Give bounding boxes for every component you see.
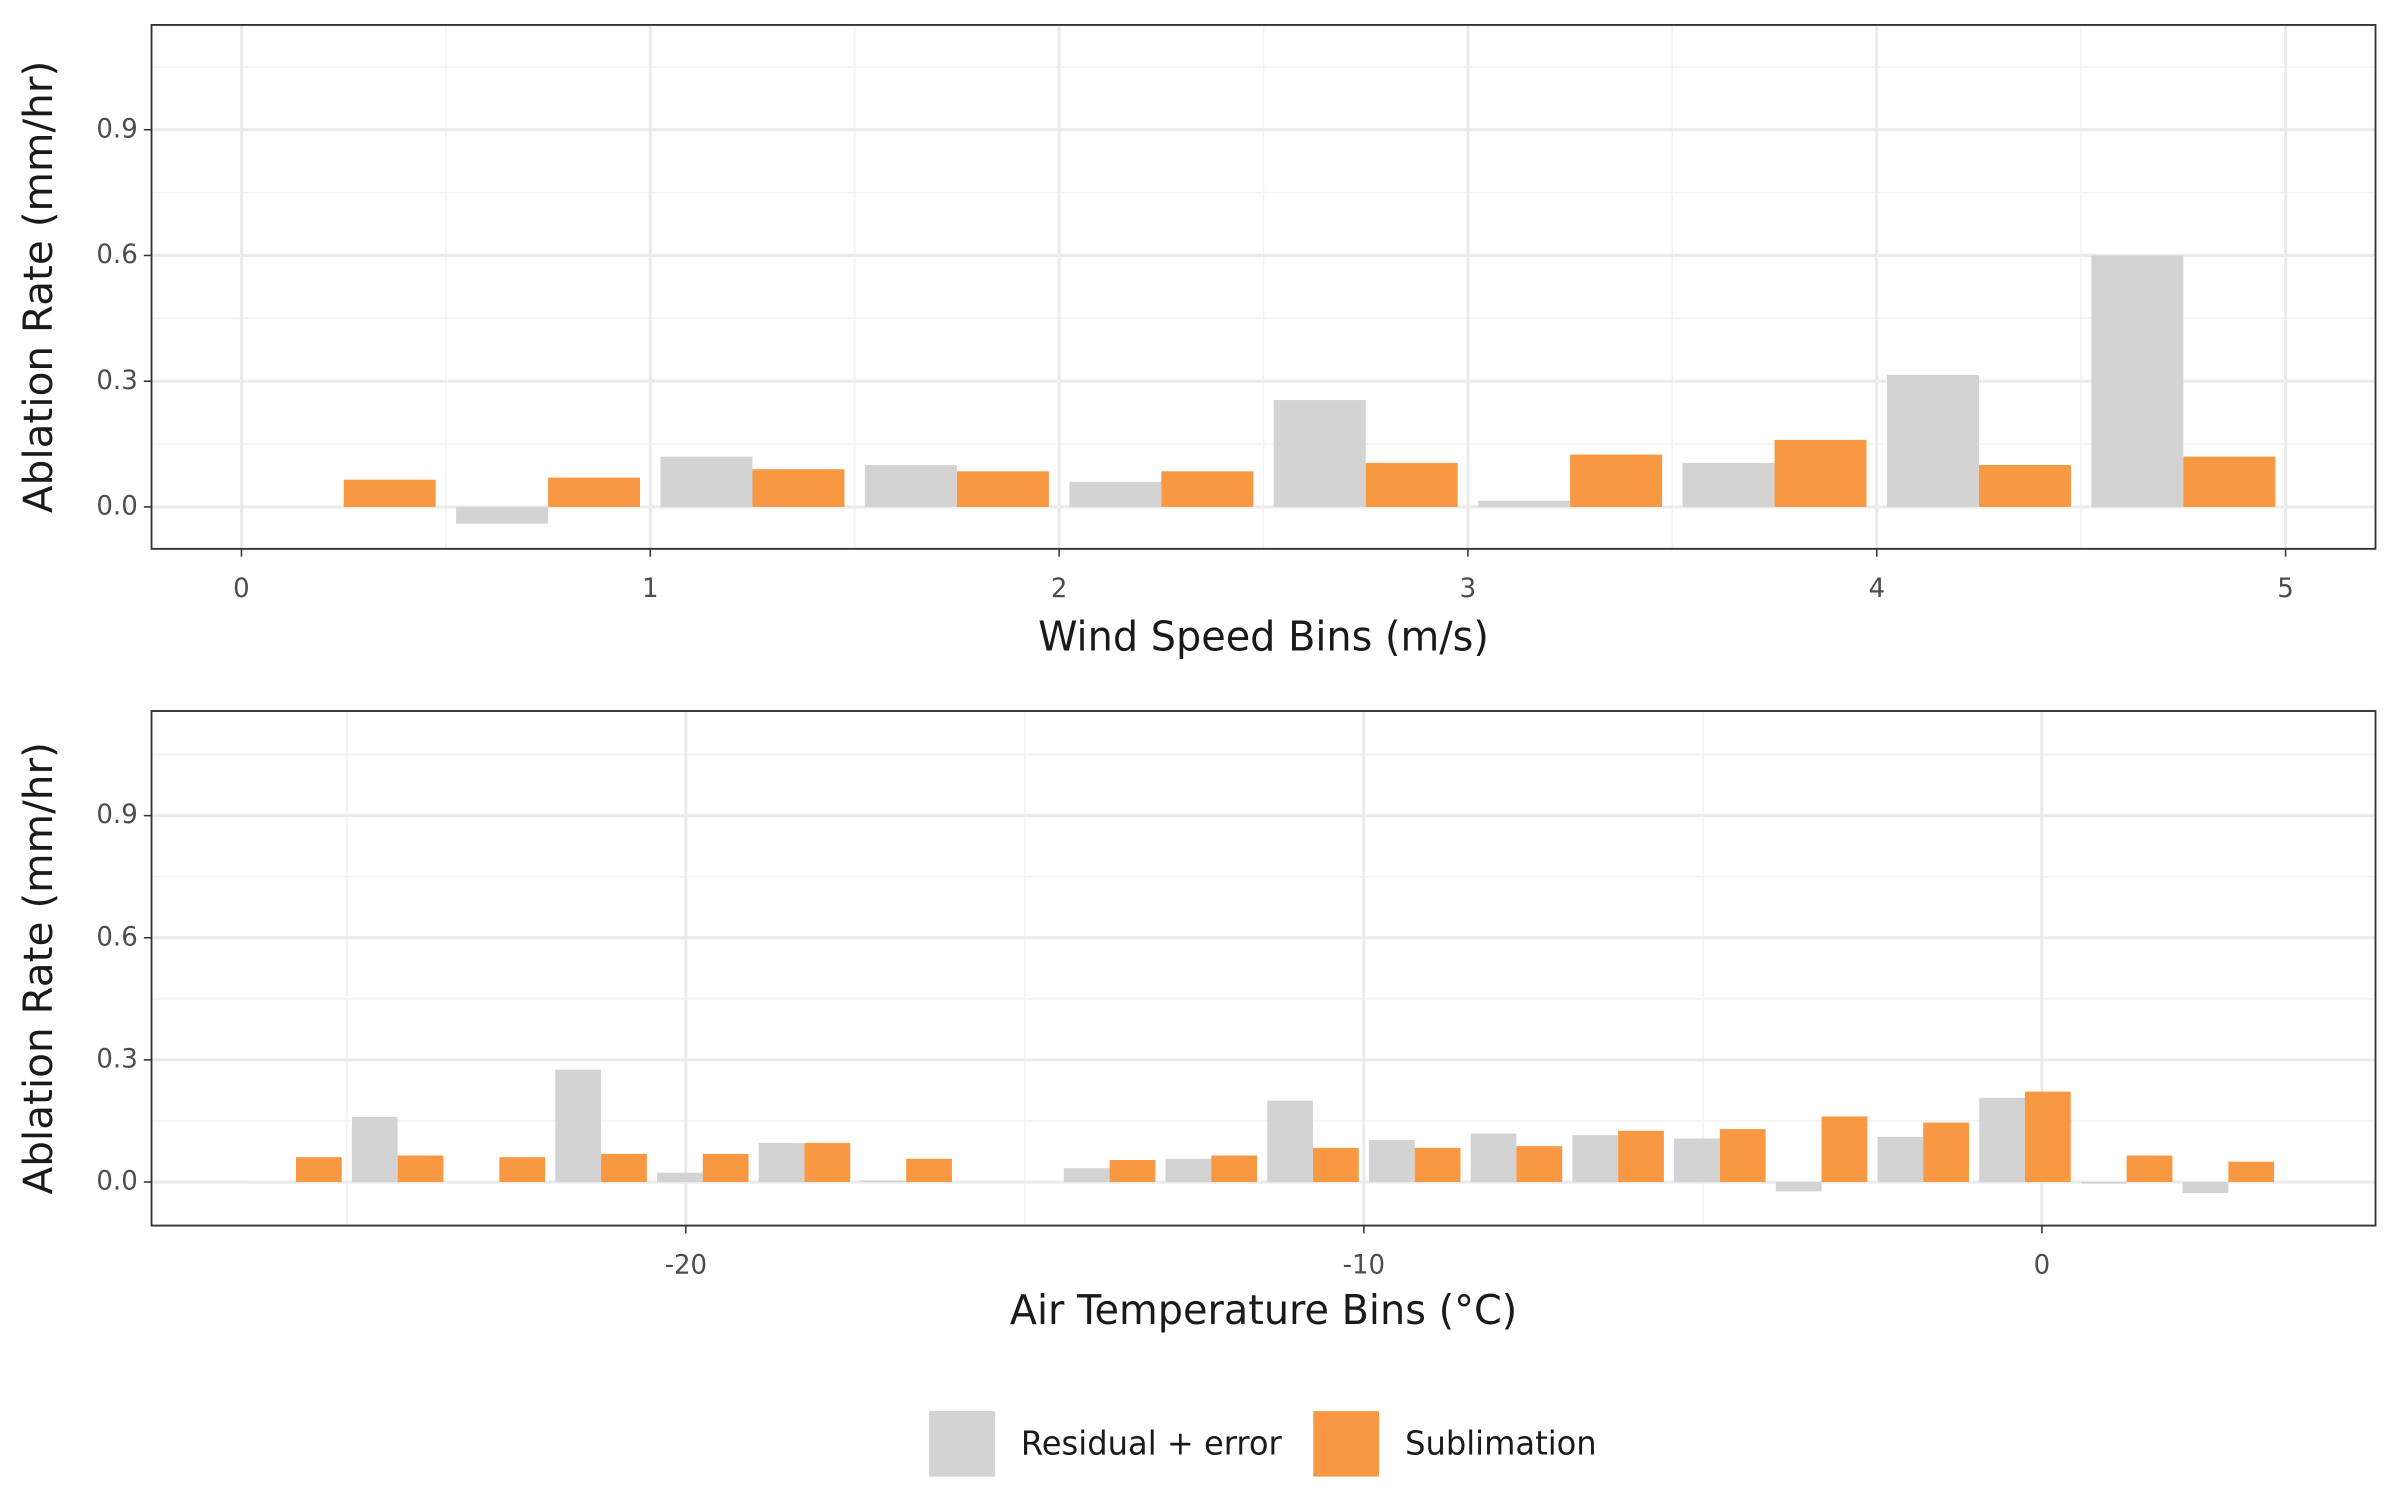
bar	[1775, 1182, 1822, 1192]
bar	[1165, 1158, 1212, 1183]
bar	[601, 1153, 647, 1183]
bar	[499, 1157, 546, 1183]
x-tick-label: 0	[233, 574, 250, 604]
bar	[1313, 1147, 1359, 1183]
bar	[660, 456, 753, 507]
y-tick-label: 0.3	[96, 1044, 137, 1074]
bar	[804, 1142, 851, 1183]
bar	[752, 469, 845, 507]
bar	[1682, 462, 1775, 507]
legend: Residual + error Sublimation	[929, 1411, 1597, 1477]
bar	[343, 479, 436, 507]
legend-label: Residual + error	[1021, 1424, 1283, 1462]
y-tick-label: 0.6	[96, 240, 137, 270]
x-axis-title: Wind Speed Bins (m/s)	[1038, 614, 1489, 660]
bar	[702, 1153, 749, 1183]
bar	[956, 471, 1049, 507]
bar	[1470, 1133, 1517, 1183]
bar	[1774, 439, 1867, 507]
legend-swatch	[929, 1411, 995, 1477]
bar	[1063, 1168, 1110, 1183]
bar	[1414, 1147, 1461, 1183]
bar	[2183, 456, 2276, 507]
bar	[1719, 1129, 1766, 1183]
y-tick-label: 0.9	[96, 114, 137, 144]
bar	[1979, 1097, 2025, 1183]
y-tick-label: 0.0	[96, 491, 137, 521]
bar	[1365, 462, 1458, 507]
bar	[1069, 481, 1162, 507]
panel-border	[150, 710, 2377, 1227]
x-tick-label: 4	[1868, 574, 1885, 604]
bar	[1570, 454, 1663, 507]
legend-swatch	[1313, 1411, 1380, 1477]
bar	[1368, 1140, 1415, 1183]
bar	[1211, 1155, 1258, 1183]
bar	[657, 1172, 703, 1183]
bar	[1923, 1122, 1970, 1183]
y-tick-label: 0.6	[96, 922, 137, 952]
bar	[1821, 1116, 1868, 1183]
x-axis-title: Air Temperature Bins (°C)	[1010, 1288, 1518, 1334]
legend-label: Sublimation	[1405, 1424, 1597, 1462]
bar	[397, 1155, 444, 1183]
bar	[2182, 1182, 2229, 1194]
bar	[2024, 1091, 2071, 1183]
x-tick-label: 0	[2034, 1250, 2051, 1280]
bar	[906, 1158, 952, 1183]
x-tick-label: 1	[642, 574, 659, 604]
bar	[1273, 400, 1366, 507]
x-tick-label: 5	[2277, 574, 2294, 604]
bar	[1572, 1135, 1619, 1183]
bar	[1978, 465, 2071, 507]
bar	[2126, 1155, 2173, 1183]
bar	[1478, 500, 1571, 507]
x-tick-label: 3	[1460, 574, 1477, 604]
y-axis-title: Ablation Rate (mm/hr)	[17, 742, 63, 1194]
bar	[351, 1116, 398, 1183]
bar	[1516, 1146, 1563, 1183]
bar	[555, 1069, 602, 1183]
panel: 0.0 0.3 0.6 0.9 -20 -10 0 Air Temperature Bins …	[17, 710, 2377, 1334]
bar	[456, 506, 549, 524]
bar	[864, 465, 957, 507]
bar	[1618, 1130, 1664, 1183]
bar	[295, 1157, 342, 1183]
y-tick-label: 0.0	[96, 1166, 137, 1196]
y-tick-label: 0.3	[96, 366, 137, 396]
x-tick-label: 2	[1051, 574, 1068, 604]
bar	[1674, 1138, 1720, 1183]
panel: 0.0 0.3 0.6 0.9 0 1 2 3 4 5 Wind Speed Bins (m/s) A…	[17, 24, 2377, 660]
y-tick-label: 0.9	[96, 800, 137, 830]
panel-border	[150, 24, 2377, 550]
y-axis-title: Ablation Rate (mm/hr)	[17, 61, 63, 513]
bar	[2091, 255, 2184, 507]
x-tick-label: -20	[665, 1250, 707, 1280]
bar	[860, 1180, 907, 1183]
bar	[1267, 1100, 1314, 1183]
bar	[2228, 1161, 2275, 1183]
bar	[1877, 1136, 1924, 1183]
bar	[758, 1142, 805, 1183]
x-tick-label: -10	[1343, 1250, 1385, 1280]
bar	[1109, 1160, 1156, 1183]
bar	[1886, 374, 1979, 507]
bar	[2080, 1182, 2127, 1184]
bar	[1161, 471, 1254, 507]
bar	[548, 477, 641, 507]
